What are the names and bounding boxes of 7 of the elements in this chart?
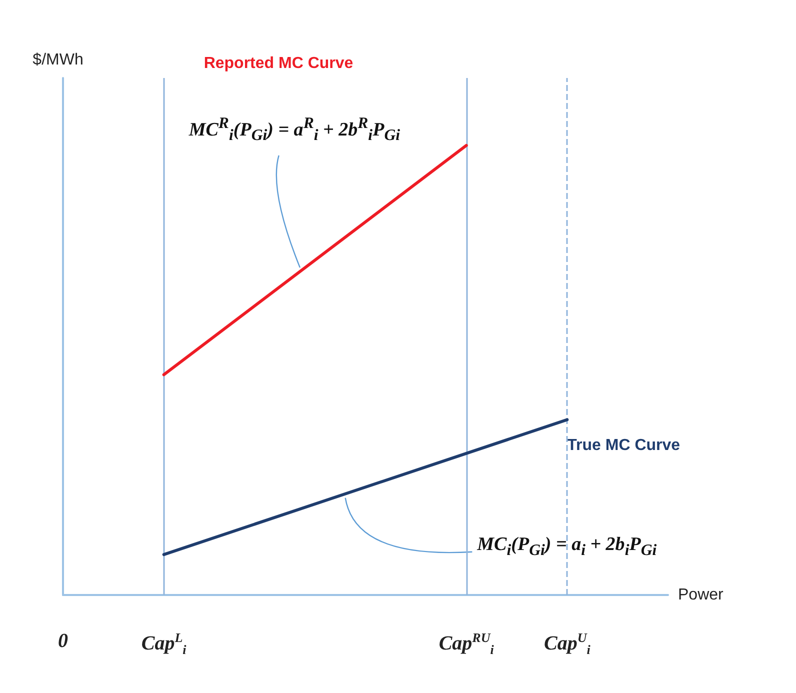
text: MC$_{i}$(P$_{Gi}$) = a$_{i}$ + 2b$_{i}$P$_{Gi}$ bbox=[477, 534, 657, 559]
x-axis-title: Power bbox=[678, 586, 724, 604]
x-tick-label: 0 bbox=[58, 630, 68, 652]
y-axis-title: $/MWh bbox=[32, 52, 84, 68]
series-label: True MC Curve bbox=[567, 437, 680, 454]
text: Reported MC Curve bbox=[204, 54, 354, 72]
text: MC$^{R}$$_{i}$(P$_{Gi}$) = a$^{R}$$_{i}$ + 2b$^{R}$$_{i}$P$_{Gi}$ bbox=[188, 115, 400, 145]
